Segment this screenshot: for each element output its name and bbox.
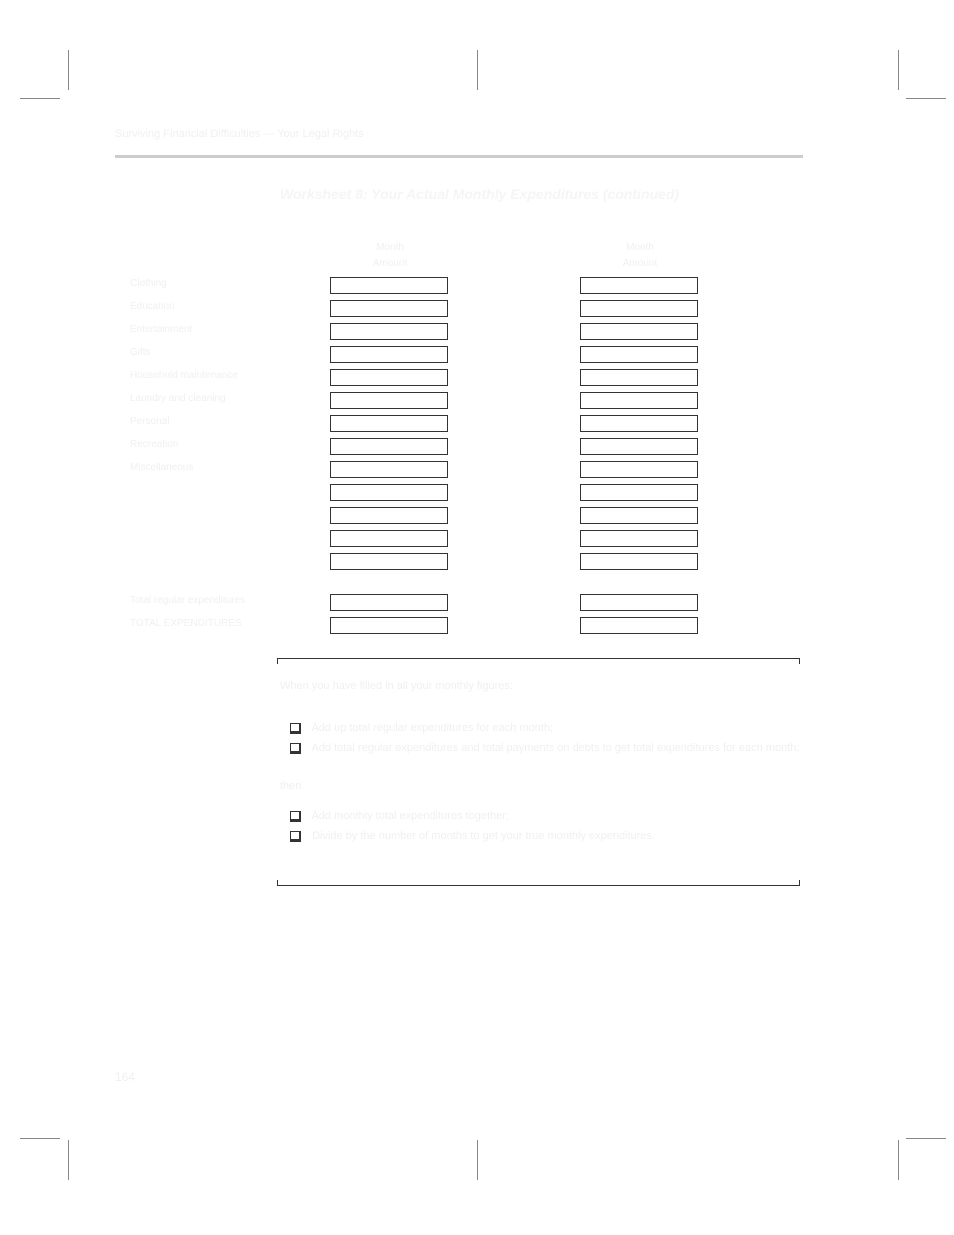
page-number: 164 [115,1070,135,1084]
tips-frame-bottom [277,880,800,886]
bullet-text: Add up total regular expenditures for ea… [311,722,553,734]
bullet-icon [290,743,301,754]
amount-input[interactable] [580,277,698,294]
amount-input[interactable] [330,277,448,294]
row-label: Miscellaneous [130,462,320,473]
bullet-icon [290,831,301,842]
amount-input[interactable] [330,461,448,478]
row-label: Entertainment [130,324,320,335]
col-header-month-1: Month [330,242,450,253]
row-label: Household maintenance [130,370,320,381]
amount-input[interactable] [330,484,448,501]
row-label: Laundry and cleaning [130,393,320,404]
amount-input[interactable] [330,594,448,611]
col-header-amount-1: Amount [330,258,450,269]
amount-input[interactable] [580,507,698,524]
amount-input[interactable] [580,484,698,501]
bullet-icon [290,811,301,822]
tips-bullet-1: Add up total regular expenditures for ea… [290,722,553,734]
crop-mark [477,1140,478,1180]
total-row-label: Total regular expenditures [130,595,320,606]
crop-mark [68,50,69,90]
crop-mark [898,1140,899,1180]
crop-mark [20,98,60,99]
row-label: Personal [130,416,320,427]
crop-mark [68,1140,69,1180]
total-row-label: TOTAL EXPENDITURES [130,618,320,629]
amount-input[interactable] [330,553,448,570]
amount-input[interactable] [580,594,698,611]
tips-intro: When you have filled in all your monthly… [280,680,513,692]
amount-input[interactable] [580,392,698,409]
col-header-month-2: Month [580,242,700,253]
amount-input[interactable] [580,461,698,478]
tips-then: then [280,780,301,792]
header-rule [115,155,803,158]
crop-mark [906,98,946,99]
crop-mark [906,1138,946,1139]
amount-input[interactable] [580,369,698,386]
amount-input[interactable] [330,507,448,524]
row-label: Recreation [130,439,320,450]
row-label: Clothing [130,278,320,289]
bullet-text: Add total regular expenditures and total… [311,742,799,754]
bullet-icon [290,723,301,734]
amount-input[interactable] [580,530,698,547]
bullet-text: Divide by the number of months to get yo… [312,830,655,842]
amount-input[interactable] [330,346,448,363]
crop-mark [477,50,478,90]
amount-input[interactable] [330,415,448,432]
amount-input[interactable] [330,323,448,340]
tips-bullet-2: Add total regular expenditures and total… [290,742,799,754]
row-label: Gifts [130,347,320,358]
crop-mark [20,1138,60,1139]
amount-input[interactable] [580,617,698,634]
amount-input[interactable] [330,530,448,547]
row-label: Education [130,301,320,312]
crop-mark [898,50,899,90]
amount-input[interactable] [580,300,698,317]
amount-input[interactable] [580,438,698,455]
amount-input[interactable] [580,323,698,340]
tips-bullet-3: Add monthly total expenditures together; [290,810,509,822]
worksheet-title: Worksheet 8: Your Actual Monthly Expendi… [280,186,679,202]
amount-input[interactable] [330,369,448,386]
col-header-amount-2: Amount [580,258,700,269]
running-header: Surviving Financial Difficulties — Your … [115,128,364,140]
bullet-text: Add monthly total expenditures together; [311,810,509,822]
amount-input[interactable] [580,346,698,363]
amount-input[interactable] [330,617,448,634]
amount-input[interactable] [330,392,448,409]
tips-bullet-4: Divide by the number of months to get yo… [290,830,655,842]
amount-input[interactable] [330,300,448,317]
tips-frame-top [277,658,800,664]
amount-input[interactable] [330,438,448,455]
amount-input[interactable] [580,415,698,432]
amount-input[interactable] [580,553,698,570]
